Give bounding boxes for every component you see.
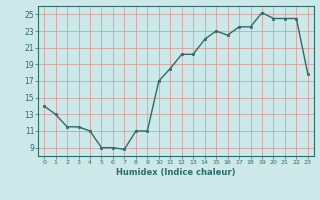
X-axis label: Humidex (Indice chaleur): Humidex (Indice chaleur) — [116, 168, 236, 177]
